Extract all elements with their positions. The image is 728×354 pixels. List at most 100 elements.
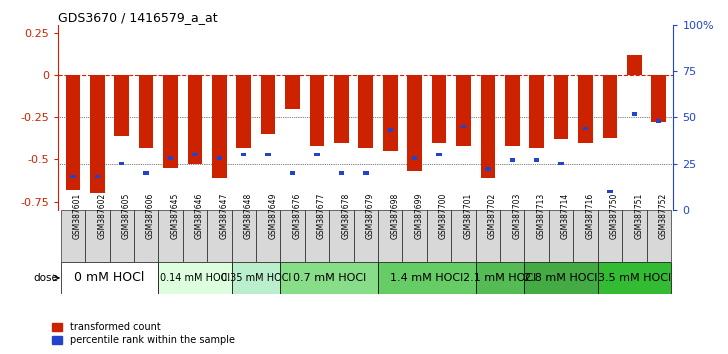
FancyBboxPatch shape (143, 171, 149, 175)
FancyBboxPatch shape (427, 210, 451, 262)
Bar (309, 75, 324, 146)
FancyBboxPatch shape (329, 210, 354, 262)
Bar (90, 75, 105, 193)
Bar (578, 75, 593, 143)
Text: GSM387676: GSM387676 (293, 193, 301, 239)
FancyBboxPatch shape (158, 210, 183, 262)
Text: GSM387605: GSM387605 (122, 193, 131, 239)
FancyBboxPatch shape (387, 129, 393, 132)
Text: GSM387702: GSM387702 (488, 193, 497, 239)
FancyBboxPatch shape (378, 210, 403, 262)
FancyBboxPatch shape (183, 210, 207, 262)
Bar (652, 75, 666, 122)
Bar (358, 75, 373, 148)
Bar (114, 75, 129, 136)
Bar (383, 75, 397, 151)
Bar (603, 75, 617, 138)
Text: GSM387649: GSM387649 (268, 193, 277, 239)
Text: GSM387703: GSM387703 (513, 193, 521, 239)
FancyBboxPatch shape (646, 210, 671, 262)
Text: GSM387750: GSM387750 (610, 193, 619, 239)
FancyBboxPatch shape (524, 210, 549, 262)
FancyBboxPatch shape (158, 262, 232, 294)
FancyBboxPatch shape (378, 262, 475, 294)
Bar (163, 75, 178, 168)
FancyBboxPatch shape (451, 210, 475, 262)
Bar (480, 75, 495, 178)
FancyBboxPatch shape (60, 262, 158, 294)
Text: 0 mM HOCl: 0 mM HOCl (74, 272, 145, 284)
FancyBboxPatch shape (280, 210, 305, 262)
FancyBboxPatch shape (403, 210, 427, 262)
FancyBboxPatch shape (534, 158, 539, 162)
FancyBboxPatch shape (266, 153, 271, 156)
Text: GSM387648: GSM387648 (244, 193, 253, 239)
Text: GSM387678: GSM387678 (341, 193, 350, 239)
FancyBboxPatch shape (232, 262, 280, 294)
Bar (432, 75, 446, 143)
Text: GSM387698: GSM387698 (390, 193, 399, 239)
FancyBboxPatch shape (354, 210, 378, 262)
FancyBboxPatch shape (60, 210, 85, 262)
FancyBboxPatch shape (217, 156, 222, 160)
Text: 2.1 mM HOCl: 2.1 mM HOCl (464, 273, 537, 283)
FancyBboxPatch shape (168, 156, 173, 160)
FancyBboxPatch shape (598, 210, 622, 262)
FancyBboxPatch shape (314, 153, 320, 156)
FancyBboxPatch shape (192, 153, 197, 156)
Text: GSM387602: GSM387602 (98, 193, 106, 239)
Text: GSM387700: GSM387700 (439, 193, 448, 239)
FancyBboxPatch shape (339, 171, 344, 175)
Text: GSM387699: GSM387699 (415, 193, 424, 239)
FancyBboxPatch shape (485, 167, 491, 171)
Text: GSM387601: GSM387601 (73, 193, 82, 239)
Text: GSM387679: GSM387679 (365, 193, 375, 239)
Bar (456, 75, 471, 146)
Bar (139, 75, 154, 148)
FancyBboxPatch shape (85, 210, 109, 262)
Bar (285, 75, 300, 109)
FancyBboxPatch shape (109, 210, 134, 262)
FancyBboxPatch shape (574, 210, 598, 262)
Bar (188, 75, 202, 165)
Text: GSM387713: GSM387713 (537, 193, 546, 239)
FancyBboxPatch shape (500, 210, 524, 262)
Legend: transformed count, percentile rank within the sample: transformed count, percentile rank withi… (49, 319, 239, 349)
Text: GSM387701: GSM387701 (464, 193, 472, 239)
FancyBboxPatch shape (232, 210, 256, 262)
FancyBboxPatch shape (256, 210, 280, 262)
Bar (237, 75, 251, 148)
Text: 0.7 mM HOCl: 0.7 mM HOCl (293, 273, 366, 283)
Bar (408, 75, 422, 171)
FancyBboxPatch shape (305, 210, 329, 262)
Bar (529, 75, 544, 148)
Text: 3.5 mM HOCl: 3.5 mM HOCl (598, 273, 671, 283)
Text: 1.4 mM HOCl: 1.4 mM HOCl (390, 273, 464, 283)
FancyBboxPatch shape (207, 210, 232, 262)
Bar (334, 75, 349, 143)
Bar (554, 75, 569, 139)
FancyBboxPatch shape (475, 262, 524, 294)
FancyBboxPatch shape (436, 153, 442, 156)
FancyBboxPatch shape (598, 262, 671, 294)
FancyBboxPatch shape (70, 175, 76, 178)
FancyBboxPatch shape (461, 125, 466, 129)
Bar (212, 75, 226, 178)
Text: GSM387714: GSM387714 (561, 193, 570, 239)
FancyBboxPatch shape (510, 158, 515, 162)
Text: GDS3670 / 1416579_a_at: GDS3670 / 1416579_a_at (58, 11, 218, 24)
Bar (627, 55, 641, 75)
Text: 2.8 mM HOCl: 2.8 mM HOCl (524, 273, 598, 283)
FancyBboxPatch shape (558, 162, 563, 165)
Text: GSM387752: GSM387752 (659, 193, 668, 239)
Bar (66, 75, 80, 190)
FancyBboxPatch shape (241, 153, 247, 156)
Text: 0.14 mM HOCl: 0.14 mM HOCl (160, 273, 230, 283)
Text: GSM387751: GSM387751 (634, 193, 644, 239)
FancyBboxPatch shape (524, 262, 598, 294)
FancyBboxPatch shape (632, 112, 637, 115)
FancyBboxPatch shape (412, 156, 417, 160)
FancyBboxPatch shape (583, 127, 588, 130)
Text: GSM387645: GSM387645 (170, 193, 180, 239)
Bar (505, 75, 520, 146)
